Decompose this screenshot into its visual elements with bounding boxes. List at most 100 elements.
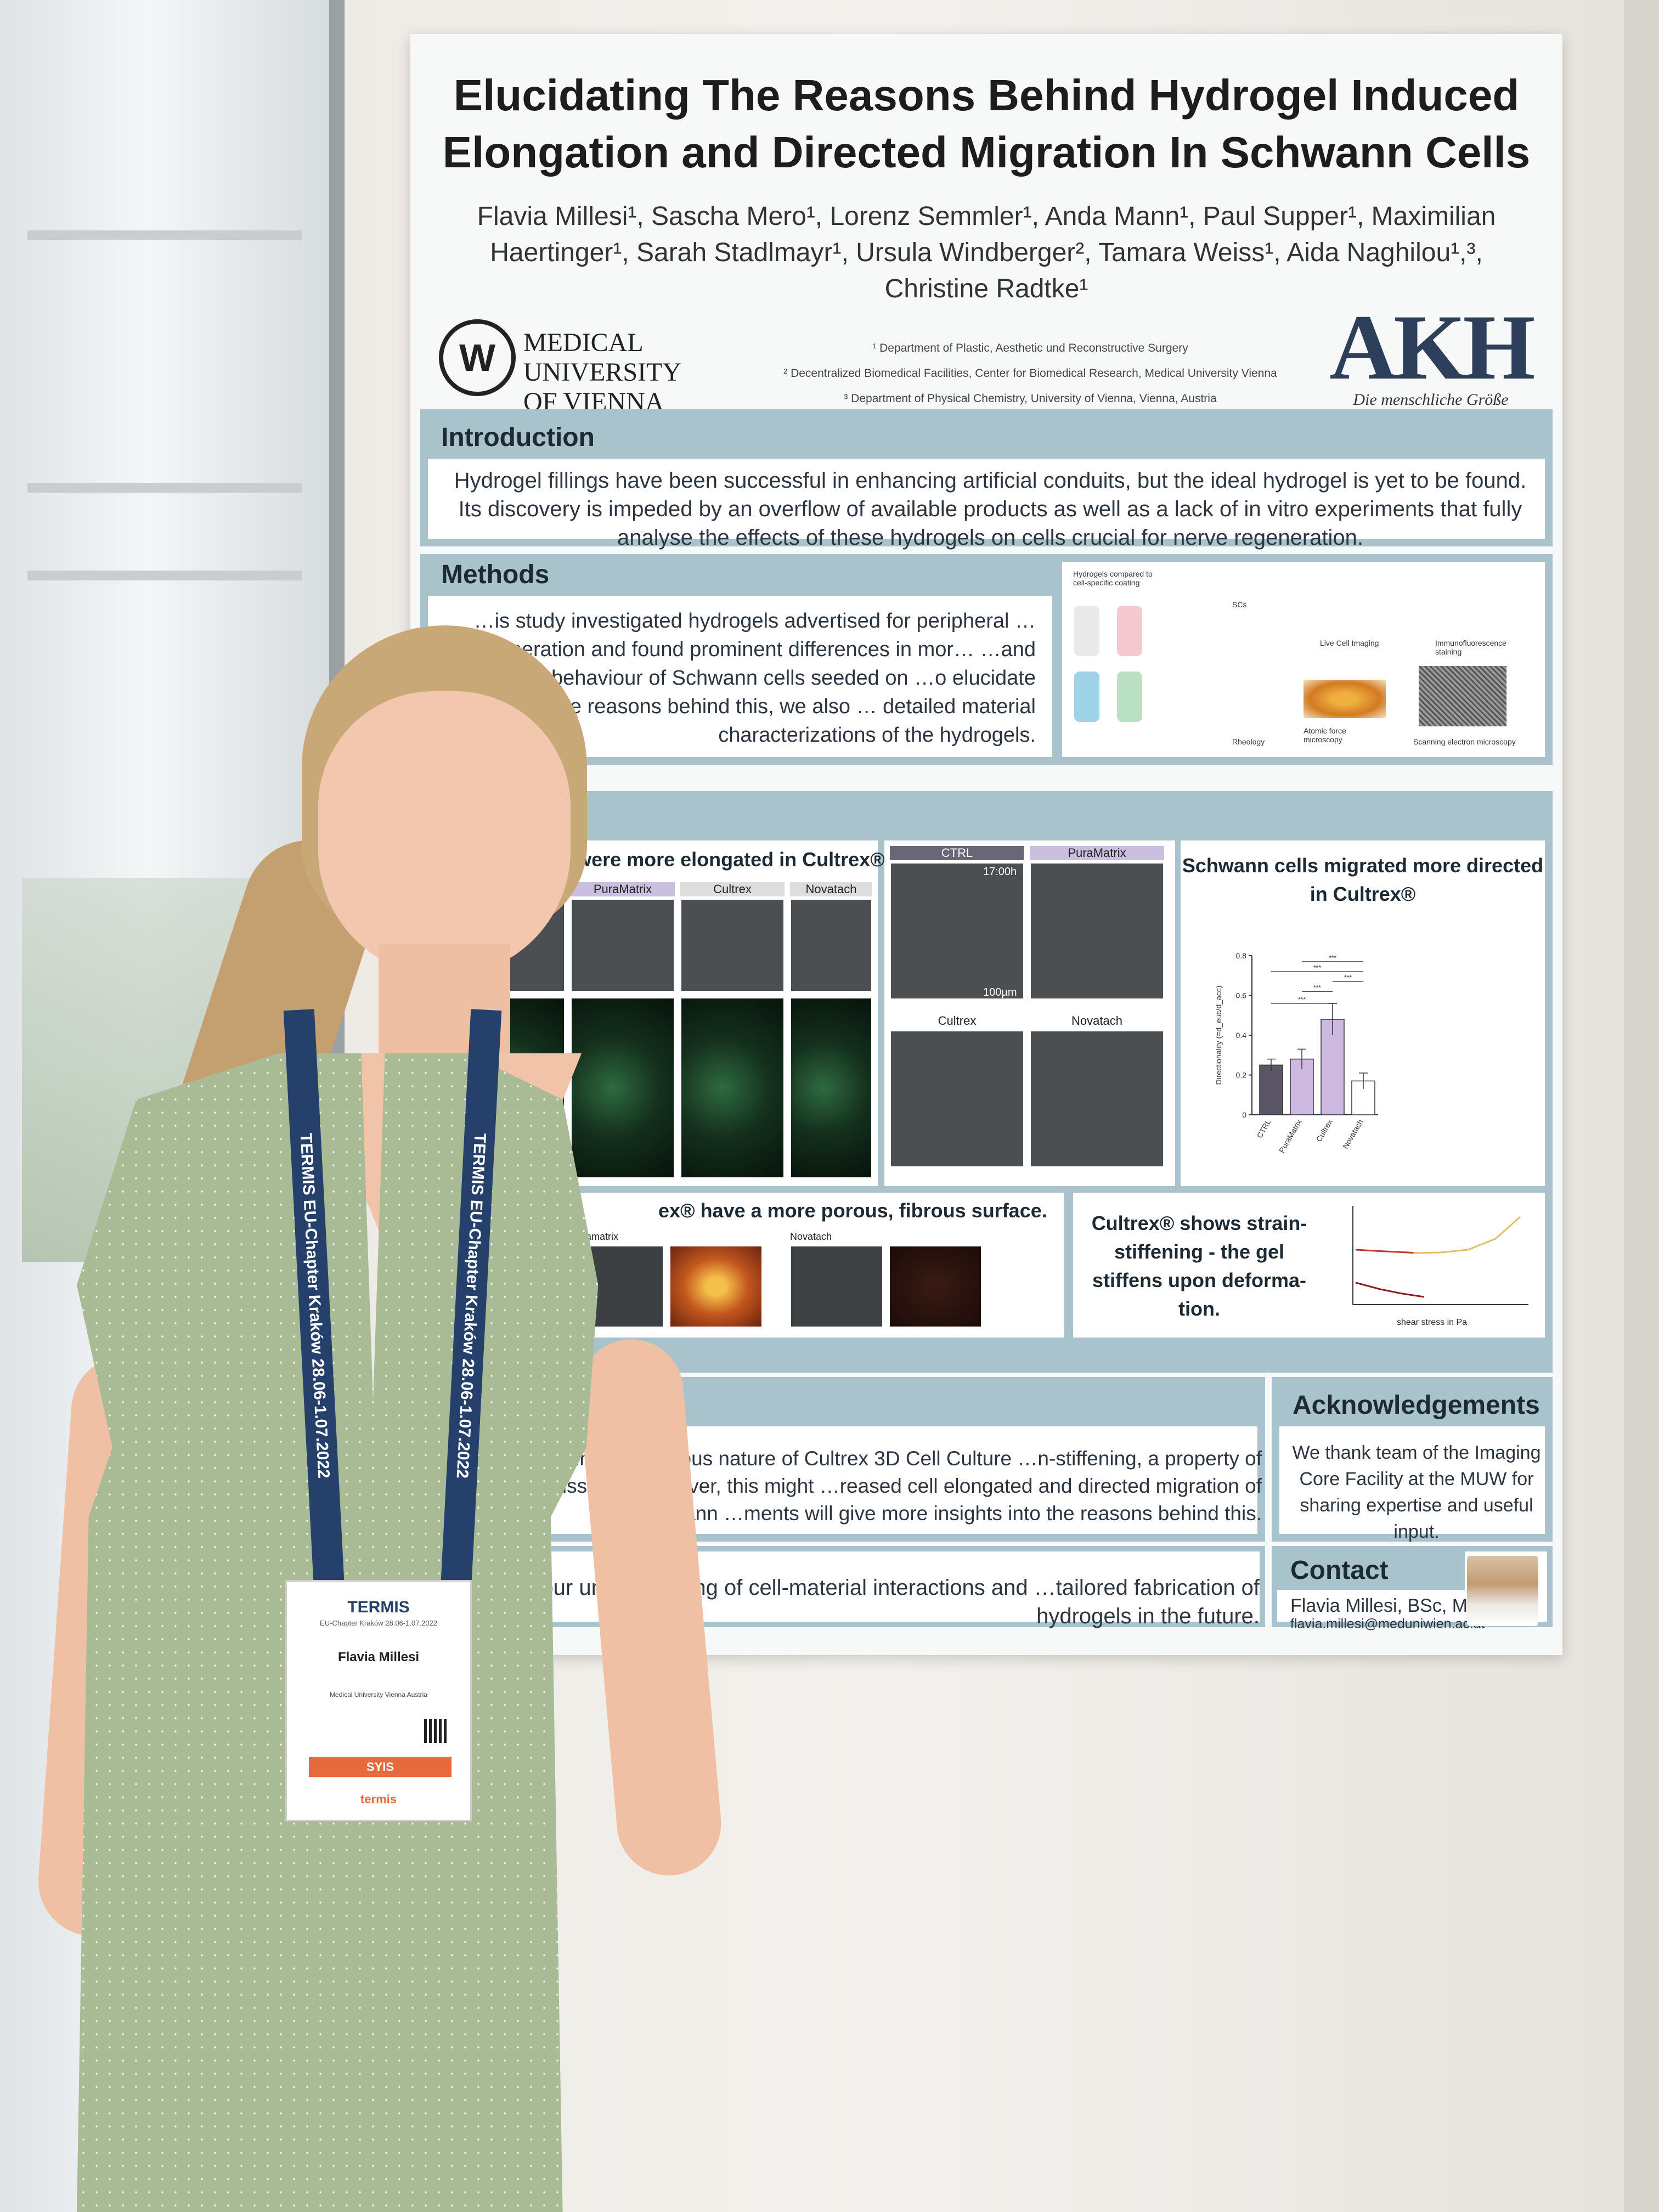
window-rail [27,483,302,493]
y-tick-label: 0.8 [1236,951,1247,960]
afm-surface-image [1304,680,1386,718]
migration-track-image [1030,862,1164,1000]
x-tick-label: Cultrex [1314,1118,1334,1143]
migration-track-image [890,1030,1024,1167]
migration-track-image [1030,1030,1164,1167]
university-name: MEDICAL UNIVERSITY OF VIENNA [523,328,681,416]
figure-label: Immunofluorescence staining [1435,639,1506,656]
affiliation: ¹ Department of Plastic, Aesthetic und R… [872,342,1188,354]
sem-image [790,1245,883,1328]
badge-name: Flavia Millesi [337,1650,420,1664]
figure-label: Rheology [1232,737,1265,746]
scale-bar-label: 100µm [983,986,1017,998]
afm-image [889,1245,982,1328]
introduction-heading: Introduction [428,417,1545,459]
significance-label: *** [1313,964,1321,972]
name-badge: TERMIS EU-Chapter Kraków 28.06-1.07.2022… [285,1580,472,1821]
hospital-tagline: Die menschliche Größe [1353,391,1509,409]
contact-name: Flavia Millesi, BSc, MSc [1290,1595,1489,1616]
sample-label: Novatach [790,1231,832,1242]
rheology-panel: Cultrex® shows strain-stiffening - the g… [1073,1193,1545,1338]
contact-heading: Contact [1277,1551,1465,1590]
right-arm [574,1335,726,1880]
y-tick-label: 0 [1242,1110,1246,1119]
fluorescence-image [680,997,785,1178]
figure-label: Scanning electron microscopy [1413,737,1516,746]
methods-figure: Hydrogels compared to cell-specific coat… [1062,562,1545,757]
figure-label: Live Cell Imaging [1320,639,1379,647]
figure-label: Atomic force microscopy [1304,726,1346,744]
migration-title: Schwann cells migrated more directed in … [1182,854,1544,905]
poster-title: Elucidating The Reasons Behind Hydrogel … [442,71,1531,177]
migration-track-image [890,862,1024,1000]
directionality-bar-chart: 0 0.2 0.4 0.6 0.8 Directionality (=d_euc/d_ac… [1214,951,1378,1155]
presenter: TERMIS EU-Chapter Kraków 28.06-1.07.2022… [22,625,757,2212]
rheology-xlabel: shear stress in Pa [1397,1318,1468,1327]
y-tick-label: 0.4 [1236,1031,1247,1040]
window-rail [27,230,302,240]
badge-event: TERMIS [347,1598,410,1616]
fluorescence-image [571,997,675,1178]
badge-role: SYIS [309,1757,452,1777]
board-edge [1624,0,1659,2212]
poster-authors: Flavia Millesi¹, Sascha Mero¹, Lorenz Se… [477,202,1496,303]
vial-icon [1074,606,1099,656]
methods-heading: Methods [428,554,1052,596]
contact-email: flavia.millesi@meduniwien.ac.at [1290,1616,1485,1632]
acknowledgements-heading: Acknowledgements [1279,1385,1545,1426]
acknowledgements-text: We thank team of the Imaging Core Facili… [1292,1442,1541,1542]
condition-label: PuraMatrix [571,882,675,896]
significance-label: *** [1298,996,1306,1003]
x-tick-label: CTRL [1255,1118,1272,1139]
condition-label: PuraMatrix [1030,846,1164,860]
bar-ctrl [1259,1064,1283,1115]
affiliation: ² Decentralized Biomedical Facilities, C… [783,367,1277,380]
outlook-panel: …our understanding of cell-material inte… [420,1546,1265,1628]
significance-label: *** [1313,984,1321,991]
strain-stiffening-text: Cultrex® shows strain-stiffening - the g… [1091,1212,1307,1320]
condition-label: Novatach [790,882,872,896]
affiliation: ³ Department of Physical Chemistry, Univ… [844,392,1217,405]
acknowledgements-panel: Acknowledgements We thank team of the Im… [1272,1377,1553,1542]
affiliations: ¹ Department of Plastic, Aesthetic und R… [783,336,1277,411]
introduction-panel: Introduction Hydrogel fillings have been… [420,409,1553,550]
university-seal-icon: W [439,319,516,396]
vial-icon [1074,672,1099,722]
timestamp: 17:00h [983,866,1017,878]
badge-event-meta: EU-Chapter Kraków 28.06-1.07.2022 [320,1619,437,1627]
figure-label: Hydrogels compared to cell-specific coat… [1073,569,1153,587]
migration-tracks-panel: CTRL PuraMatrix Cultrex Novatach 17:00h … [884,840,1175,1186]
condition-label: Cultrex [680,882,785,896]
y-axis-label: Directionality (=d_euc/d_acc) [1214,986,1223,1085]
x-tick-label: PuraMatrix [1277,1118,1304,1155]
vial-icon [1117,672,1142,722]
y-tick-label: 0.6 [1236,991,1247,1000]
surface-title: ex® have a more porous, fibrous surface. [658,1199,1047,1222]
contact-photo [1467,1556,1538,1626]
qr-code-icon [424,1719,448,1743]
face [318,691,571,977]
badge-footer: termis [360,1792,397,1806]
rheology-plot [1352,1206,1528,1305]
brightfield-image [571,899,675,992]
introduction-text: Hydrogel fillings have been successful i… [454,469,1527,550]
significance-label: *** [1344,974,1352,981]
condition-label: Cultrex [890,1014,1024,1028]
x-tick-label: Novatach [1341,1118,1364,1150]
brightfield-image [790,899,872,992]
sem-image [1419,666,1506,726]
afm-image [669,1245,763,1328]
window-rail [27,571,302,580]
figure-label: SCs [1232,600,1247,609]
condition-label: CTRL [890,846,1024,860]
fluorescence-image [790,997,872,1178]
brightfield-image [680,899,785,992]
condition-label: Novatach [1030,1014,1164,1028]
significance-label: *** [1329,954,1336,962]
vial-icon [1117,606,1142,656]
y-tick-label: 0.2 [1236,1071,1247,1080]
badge-institution: Medical University Vienna Austria [330,1691,427,1699]
contact-panel: Contact Flavia Millesi, BSc, MSc flavia.… [1272,1546,1553,1632]
hospital-logo: AKH [1327,301,1535,394]
directionality-chart-panel: Schwann cells migrated more directed in … [1181,840,1545,1186]
